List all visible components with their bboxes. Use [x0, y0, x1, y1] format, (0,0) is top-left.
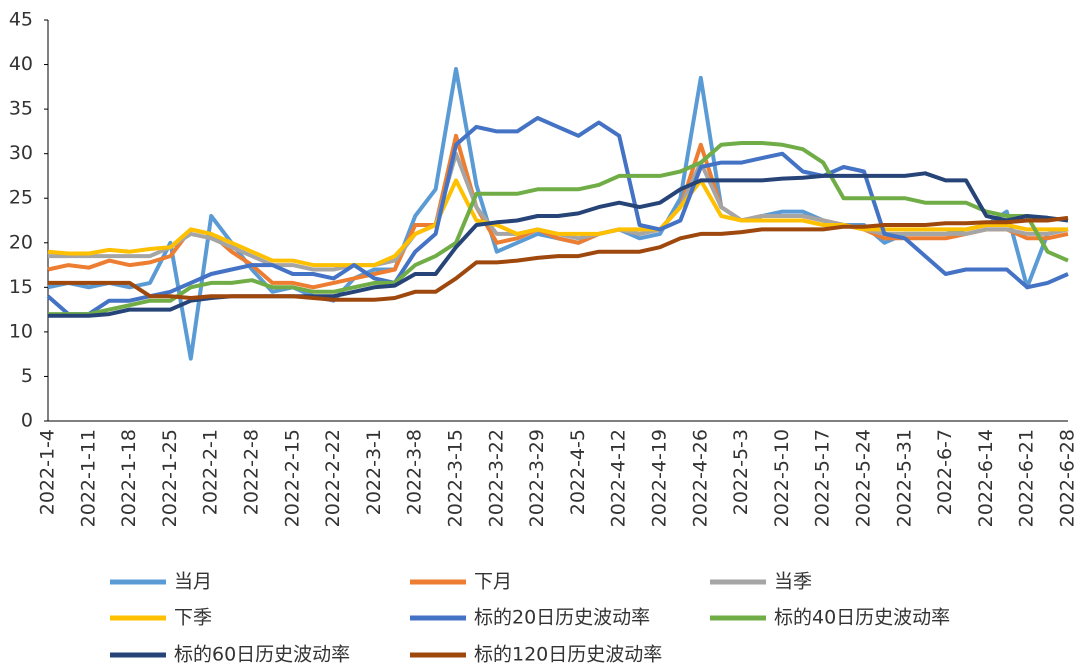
y-tick-label: 30 — [9, 142, 33, 164]
y-tick-label: 5 — [21, 365, 33, 387]
x-tick-label: 2022-2-22 — [322, 429, 344, 527]
y-tick-label: 35 — [9, 98, 33, 120]
x-tick-label: 2022-4-12 — [608, 429, 630, 527]
y-tick-label: 40 — [9, 53, 33, 75]
x-tick-label: 2022-1-4 — [37, 429, 59, 515]
legend-label: 当月 — [174, 571, 212, 593]
x-tick-label: 2022-4-26 — [689, 429, 711, 527]
x-tick-label: 2022-3-15 — [445, 429, 467, 527]
legend-item: 标的20日历史波动率 — [410, 607, 650, 629]
y-tick-label: 0 — [21, 410, 33, 432]
x-tick-label: 2022-1-18 — [118, 429, 140, 527]
series-line — [47, 133, 1069, 290]
legend-label: 标的20日历史波动率 — [474, 607, 650, 629]
x-tick-label: 2022-3-29 — [526, 429, 548, 527]
y-tick-label: 15 — [9, 276, 33, 298]
series-line — [48, 215, 1069, 302]
legend-item: 当月 — [110, 571, 212, 593]
x-tick-label: 2022-6-14 — [975, 429, 997, 527]
x-tick-label: 2022-3-8 — [404, 429, 426, 515]
x-tick-label: 2022-6-21 — [1016, 429, 1038, 527]
series-line — [47, 178, 1068, 268]
x-tick-label: 2022-4-19 — [649, 429, 671, 527]
legend-label: 标的40日历史波动率 — [774, 607, 950, 629]
x-tick-label: 2022-1-11 — [77, 429, 99, 527]
legend-item: 标的60日历史波动率 — [110, 644, 350, 666]
legend-item: 下月 — [410, 571, 512, 593]
series-line — [46, 116, 1069, 317]
x-tick-label: 2022-3-22 — [485, 429, 507, 527]
y-tick-label: 10 — [9, 320, 33, 342]
x-tick-label: 2022-6-28 — [1057, 429, 1075, 527]
x-tick-label: 2022-5-3 — [730, 429, 752, 515]
legend-label: 下月 — [474, 571, 512, 593]
legend-label: 下季 — [174, 607, 212, 629]
x-tick-label: 2022-2-1 — [200, 429, 222, 515]
y-tick-label: 20 — [9, 231, 33, 253]
series-line — [48, 141, 1069, 317]
y-tick-label: 25 — [9, 187, 33, 209]
x-tick-label: 2022-1-25 — [159, 429, 181, 527]
legend-label: 标的60日历史波动率 — [174, 644, 350, 666]
x-tick-label: 2022-3-1 — [363, 429, 385, 515]
x-tick-label: 2022-5-24 — [853, 429, 875, 527]
x-tick-label: 2022-2-8 — [241, 429, 263, 515]
x-tick-label: 2022-5-31 — [893, 429, 915, 527]
x-tick-label: 2022-2-15 — [281, 429, 303, 527]
x-tick-label: 2022-5-10 — [771, 429, 793, 527]
legend-item: 当季 — [710, 571, 812, 593]
legend-item: 标的120日历史波动率 — [410, 644, 662, 666]
legend-item: 标的40日历史波动率 — [710, 607, 950, 629]
legend-item: 下季 — [110, 607, 212, 629]
series-line — [47, 67, 1069, 361]
series-line — [48, 151, 1069, 272]
y-tick-label: 45 — [9, 9, 33, 31]
x-tick-label: 2022-6-7 — [934, 429, 956, 515]
legend-label: 当季 — [774, 571, 812, 593]
legend-label: 标的120日历史波动率 — [474, 644, 662, 666]
x-tick-label: 2022-5-17 — [812, 429, 834, 527]
x-tick-label: 2022-4-5 — [567, 429, 589, 515]
